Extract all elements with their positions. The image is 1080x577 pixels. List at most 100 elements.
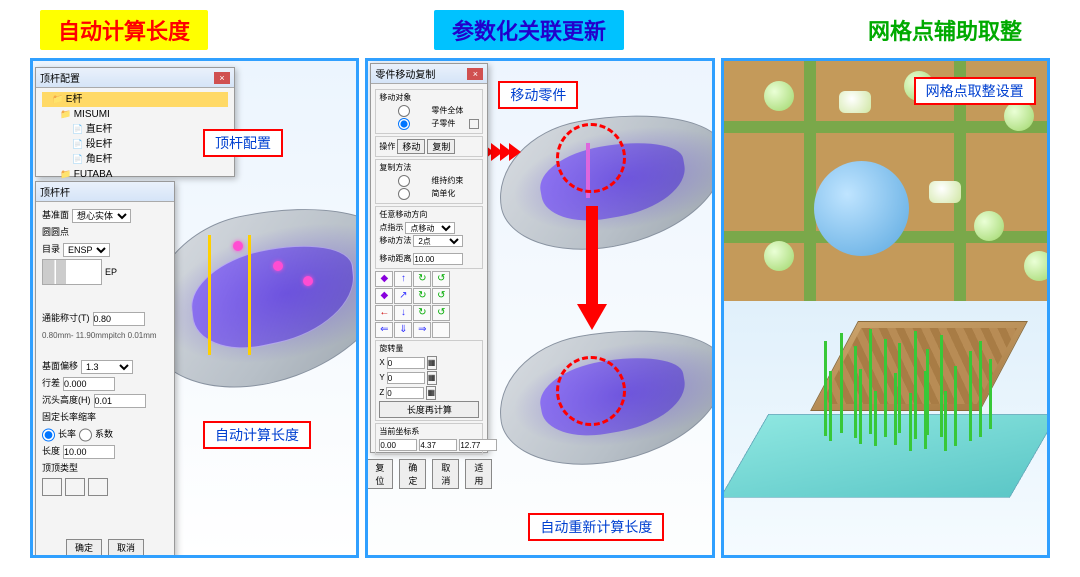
tree-node[interactable]: FUTABA [42,167,228,182]
tree-leaf[interactable]: 角E杆 [42,152,228,167]
x-input[interactable] [387,357,425,369]
ok-button[interactable]: 确定 [399,459,426,489]
label: 圆圆点 [42,225,69,240]
move-copy-window[interactable]: 零件移动复制 × 移动对象 零件全体 子零件 操作 移动 复制 复制方法 维持约… [370,63,488,453]
title-grid-snap: 网格点辅助取整 [850,10,1040,50]
ejector-pin [208,235,211,355]
type-option[interactable] [42,478,62,496]
label: 基面偏移 [42,359,78,374]
close-icon[interactable]: × [214,72,230,84]
callout-recalc: 自动重新计算长度 [528,513,664,541]
base-face-select[interactable]: 想心实体 [72,209,131,223]
ejector-pin [924,371,927,449]
dir-select[interactable]: 2点 [413,235,463,247]
cooling-circle [814,161,909,256]
panel-param-update: 零件移动复制 × 移动对象 零件全体 子零件 操作 移动 复制 复制方法 维持约… [365,58,714,558]
ejector-pin [859,369,862,444]
close-icon[interactable]: × [467,68,483,80]
cancel-button[interactable]: 取消 [108,539,144,556]
iso-view[interactable] [724,301,1047,555]
radio-all[interactable] [379,105,429,117]
ejector-pin [944,391,947,451]
ejector-pin [914,331,917,439]
pick-icon[interactable]: ▦ [426,386,436,400]
group-label: 当前坐标系 [379,426,479,438]
label: 简单化 [431,188,455,200]
label: EP [105,265,117,280]
apply-button[interactable]: 适用 [465,459,492,489]
label: X [379,357,384,369]
window-title: 顶杆配置 [40,70,80,85]
type-option[interactable] [65,478,85,496]
boss [974,211,1004,241]
label: 维持约束 [431,175,463,187]
label: 长率 [58,427,76,442]
distance-input[interactable] [413,253,463,265]
ejector-pin [248,235,251,355]
ejector-pin [954,366,957,446]
label: 移动方法 [379,235,411,247]
ejector-param-window[interactable]: 顶杆杆 基准面 想心实体 圆圆点 目录 ENSP EP 通能称寸(T) 0.80… [35,181,175,558]
pin-point [233,241,243,251]
title-auto-length: 自动计算长度 [40,10,208,50]
boss [764,81,794,111]
cs-val [459,439,497,451]
radio-keep[interactable] [379,175,429,187]
tree-node[interactable]: MISUMI [42,107,228,122]
direction-pad[interactable]: ◆↑↻↺ ◆↗↻↺ ←↓↻↺ ⇐⇓⇒ [375,271,483,338]
panel-auto-length: 顶杆配置 × E杆 MISUMI 直E杆 段E杆 角E杆 FUTABA 顶杆杆 … [30,58,359,558]
ejector-pin [829,371,832,441]
label: Y [379,372,384,384]
label: 通能称寸(T) [42,311,90,326]
label: 长度 [42,444,60,459]
pick-icon[interactable] [469,119,479,129]
pocket [929,181,961,203]
ejector-pin [869,329,872,434]
ejector-pin [894,373,897,445]
cancel-button[interactable]: 取消 [432,459,459,489]
type-option[interactable] [88,478,108,496]
radio-simple[interactable] [379,188,429,200]
pick-icon[interactable]: ▦ [427,356,437,370]
radio-child[interactable] [379,118,429,130]
highlight-circle [556,123,626,193]
group-label: 移动对象 [379,92,479,104]
z-input[interactable] [386,387,424,399]
tree-root[interactable]: E杆 [42,92,228,107]
pin-preview [42,259,102,285]
boss [764,241,794,271]
catalog-select[interactable]: ENSP [63,243,110,257]
pin-point [273,261,283,271]
tree-leaf[interactable]: 段E杆 [42,137,228,152]
ejector-pin [979,341,982,437]
radio-length[interactable] [42,428,55,442]
pick-icon[interactable]: ▦ [427,371,437,385]
pin-point [303,276,313,286]
move-button[interactable]: 移动 [397,139,425,154]
length-input[interactable] [63,445,115,459]
boss [1004,101,1034,131]
point-select[interactable]: 点移动 [405,222,455,234]
window-title: 顶杆杆 [40,184,70,199]
offset-select[interactable]: 1.3 [81,360,133,374]
ejector-pin [940,335,943,437]
nominal-input[interactable] [93,312,145,326]
label: 子零件 [431,118,455,130]
label: 点指示 [379,222,403,234]
copy-button[interactable]: 复制 [427,139,455,154]
clearance-input[interactable] [63,377,115,391]
tree-leaf[interactable]: 直E杆 [42,122,228,137]
recalc-button[interactable]: 长度再计算 [379,401,479,418]
label: 沉头高度(H) [42,393,91,408]
radio-coef[interactable] [79,428,92,442]
label: Z [379,387,384,399]
ejector-pin [989,359,992,429]
reset-button[interactable]: 复位 [366,459,393,489]
y-input[interactable] [387,372,425,384]
label: 顶顶类型 [42,461,78,476]
label: 系数 [95,427,113,442]
ejector-pin [854,346,857,438]
ok-button[interactable]: 确定 [66,539,102,556]
ejector-config-window[interactable]: 顶杆配置 × E杆 MISUMI 直E杆 段E杆 角E杆 FUTABA [35,67,235,177]
height-input[interactable] [94,394,146,408]
